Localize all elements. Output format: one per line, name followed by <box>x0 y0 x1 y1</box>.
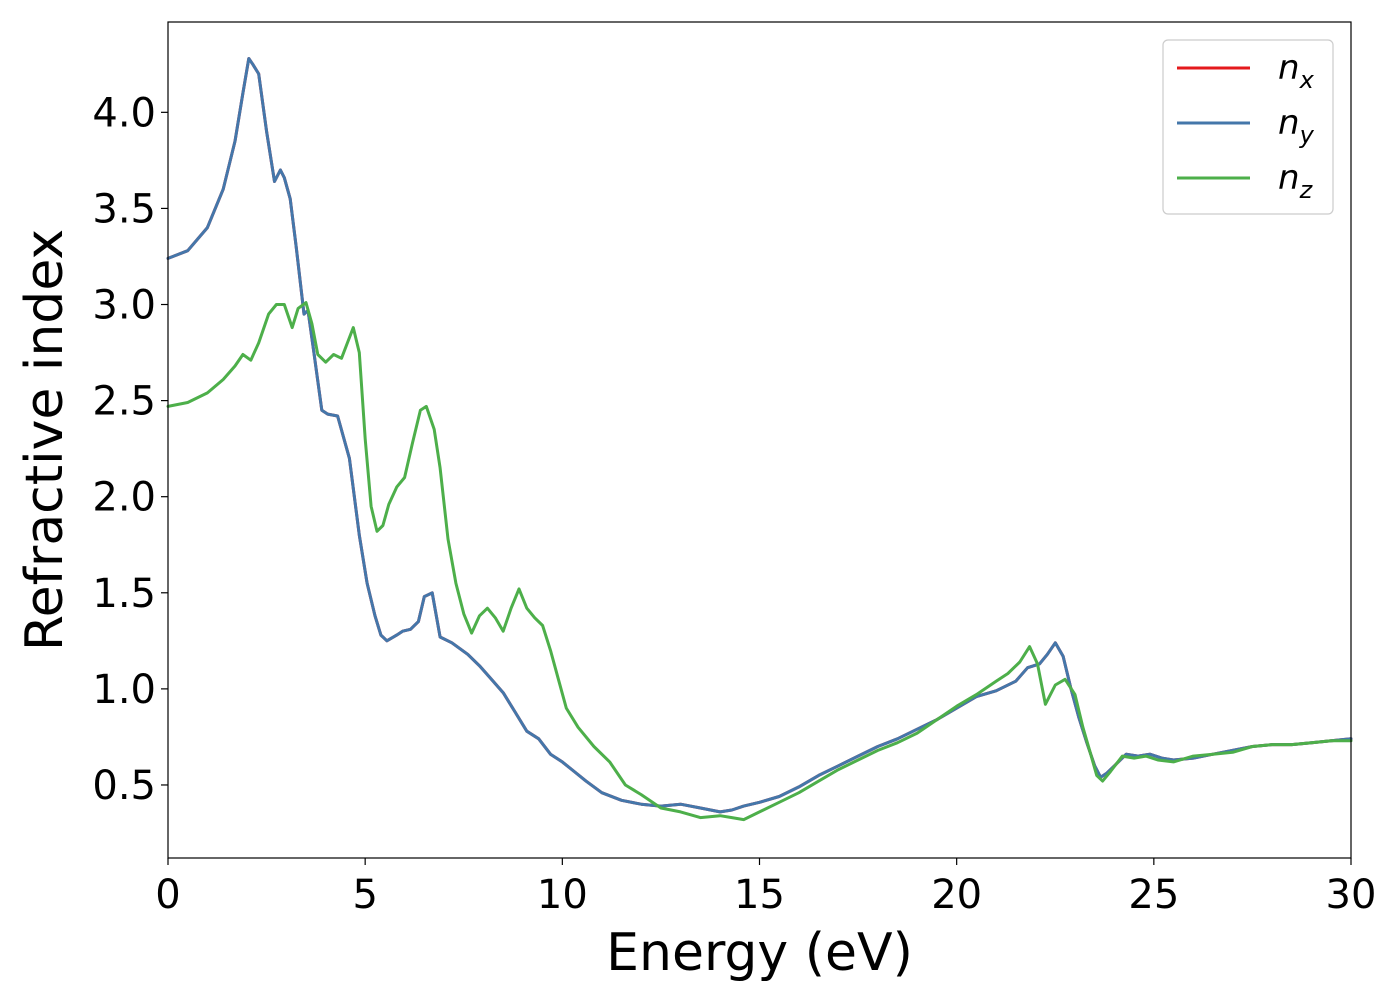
x-axis-title: Energy (eV) <box>606 923 913 983</box>
legend-entry-n-z: nz <box>1177 158 1314 204</box>
y-axis-ticks: 0.5 1.0 1.5 2.0 2.5 3.0 3.5 4.0 <box>92 90 168 809</box>
y-tick-label: 2.5 <box>92 379 156 425</box>
y-axis-title: Refractive index <box>15 229 75 651</box>
legend-label-sub: y <box>1299 121 1315 149</box>
legend-label-sub: x <box>1299 66 1315 94</box>
y-tick-label: 3.0 <box>92 283 156 329</box>
plot-frame <box>167 21 1352 859</box>
legend-label-main: n <box>1278 48 1300 88</box>
legend-label-main: n <box>1278 103 1300 143</box>
series-layer <box>166 57 1353 822</box>
legend-label-sub: z <box>1299 176 1314 204</box>
y-tick-label: 1.5 <box>92 571 156 617</box>
legend-label: nz <box>1278 158 1314 204</box>
legend-entry-n-y: ny <box>1177 103 1315 149</box>
y-tick-label: 0.5 <box>92 763 156 809</box>
legend-box <box>1162 39 1334 215</box>
x-tick-label: 15 <box>734 872 785 918</box>
x-tick-label: 30 <box>1326 872 1377 918</box>
series-line-n-z <box>166 301 1353 822</box>
y-tick-label: 2.0 <box>92 475 156 521</box>
series-line-n-y <box>166 57 1353 814</box>
y-tick-label: 3.5 <box>92 186 156 232</box>
y-tick-label: 1.0 <box>92 667 156 713</box>
legend-label: nx <box>1278 48 1315 94</box>
y-tick-label: 4.0 <box>92 90 156 136</box>
legend-entry-n-x: nx <box>1177 48 1315 94</box>
legend-label-main: n <box>1278 158 1300 198</box>
x-tick-label: 5 <box>352 872 377 918</box>
x-tick-label: 25 <box>1128 872 1179 918</box>
x-tick-label: 10 <box>537 872 588 918</box>
legend-label: ny <box>1278 103 1315 149</box>
x-tick-label: 0 <box>155 872 180 918</box>
x-tick-label: 20 <box>931 872 982 918</box>
x-axis-ticks: 0 5 10 15 20 25 30 <box>155 858 1376 918</box>
